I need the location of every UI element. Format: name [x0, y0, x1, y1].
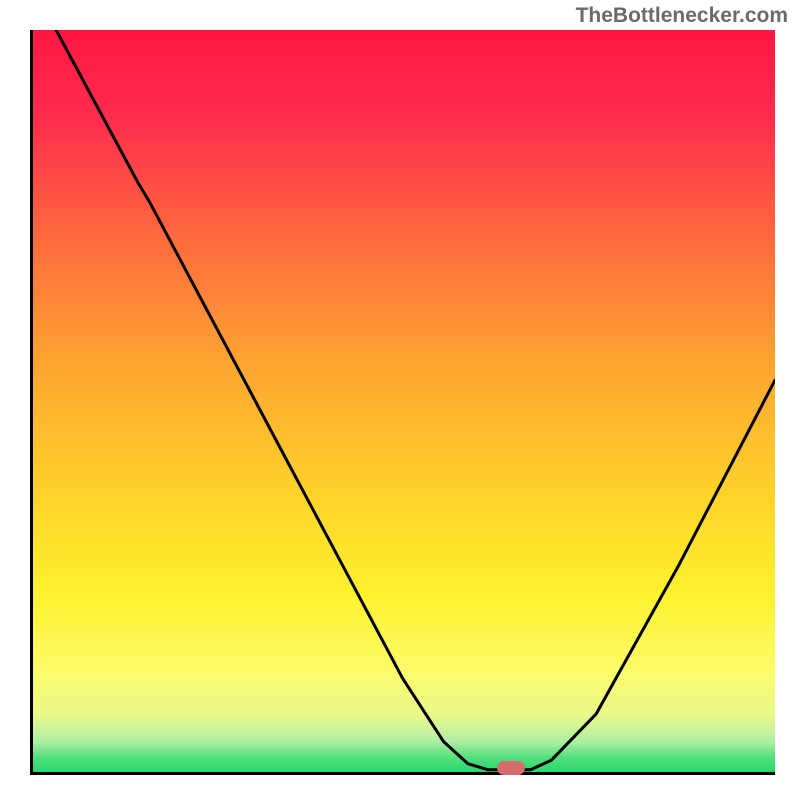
- y-axis: [30, 30, 33, 775]
- bottleneck-chart: TheBottlenecker.com: [0, 0, 800, 800]
- plot-area: [30, 30, 775, 775]
- bottleneck-curve: [30, 30, 775, 775]
- x-axis: [30, 772, 775, 775]
- watermark-text: TheBottlenecker.com: [576, 4, 788, 28]
- optimal-marker: [497, 761, 525, 775]
